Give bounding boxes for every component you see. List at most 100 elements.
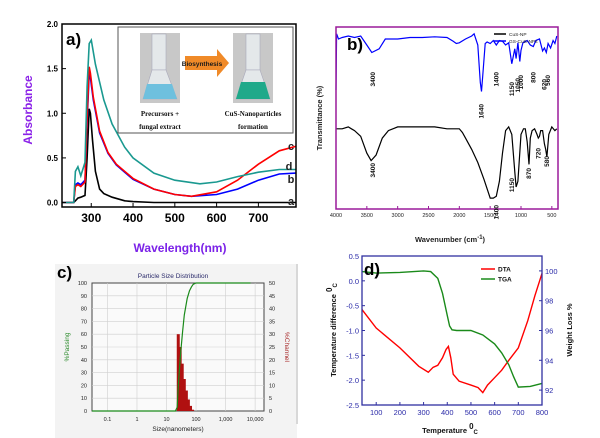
inset-left-caption-line1: Precursors + <box>141 110 179 118</box>
peak-annotation: 3400 <box>370 72 377 87</box>
panel-b-frame <box>335 26 559 210</box>
panel-a-label: a) <box>66 30 81 49</box>
x-tick-label: 600 <box>488 408 501 417</box>
series-d-line <box>62 37 296 204</box>
left-y-tick-label: 30 <box>81 371 87 377</box>
left-y-tick-label: 0.0 <box>349 277 359 286</box>
right-y-tick-label: 45 <box>269 294 275 300</box>
x-tick-label: 10,000 <box>247 417 264 423</box>
curve-label-b: b <box>288 174 295 186</box>
channel-bar <box>182 379 186 411</box>
panel-d-label: d) <box>364 260 380 279</box>
panel-b-y-axis-label: Transmittance (%) <box>315 85 324 150</box>
left-y-tick-label: -0.5 <box>346 302 359 311</box>
panel-d-x-axis-label: Temperature 0C <box>422 422 478 436</box>
right-y-tick-label: 92 <box>545 386 553 395</box>
right-y-tick-label: 15 <box>269 371 275 377</box>
right-y-tick-label: 25 <box>269 345 275 351</box>
left-y-tick-label: 40 <box>81 358 87 364</box>
channel-bar <box>176 334 180 411</box>
panel-c-x-axis-label: Size(nanometers) <box>152 426 203 433</box>
x-tick-label: 700 <box>248 211 268 225</box>
peak-annotation: 620 <box>541 79 548 90</box>
channel-bar <box>191 409 195 411</box>
peak-annotation: 1000 <box>518 75 525 90</box>
biosynthesis-arrow: Biosynthesis <box>182 49 229 77</box>
left-y-tick-label: 50 <box>81 345 87 351</box>
series-dta-line <box>361 273 543 394</box>
x-tick-label: 4000 <box>330 213 342 219</box>
left-y-tick-label: -2.0 <box>346 376 359 385</box>
left-y-tick-label: 80 <box>81 307 87 313</box>
x-tick-label: 10 <box>163 417 169 423</box>
x-tick-label: 3500 <box>361 213 373 219</box>
left-y-tick-label: -2.5 <box>346 401 359 410</box>
x-tick-label: 800 <box>536 408 549 417</box>
series-c-line <box>62 66 296 204</box>
curve-label-a: a <box>288 196 295 208</box>
left-y-tick-label: -1.5 <box>346 351 359 360</box>
precursor-flask-photo <box>140 33 180 103</box>
x-tick-label: 100 <box>370 408 383 417</box>
legend-label: TGA <box>498 277 512 284</box>
inset-left-caption-line2: fungal extract <box>139 123 181 131</box>
x-tick-label: 100 <box>191 417 200 423</box>
panel-c-left-axis-label: %Passing <box>64 332 71 361</box>
peak-annotation: 580 <box>544 156 551 167</box>
right-y-tick-label: 30 <box>269 332 275 338</box>
y-tick-label: 1.5 <box>47 65 59 74</box>
left-y-tick-label: 20 <box>81 383 87 389</box>
legend-label: GS-CuS-NPs <box>509 39 538 45</box>
left-y-tick-label: 10 <box>81 396 87 402</box>
left-y-tick-label: 0.5 <box>349 252 359 261</box>
panel-b-x-axis-label: Wavenumber (cm-1) <box>415 235 486 244</box>
left-y-tick-label: -1.0 <box>346 327 359 336</box>
left-y-tick-label: 90 <box>81 294 87 300</box>
curve-label-d: d <box>286 161 293 173</box>
y-tick-label: 1.0 <box>47 109 59 118</box>
x-tick-label: 600 <box>207 211 227 225</box>
series-gs-cus-nps-line <box>335 32 558 92</box>
panel-a-absorbance-chart: 300 400 500 600 700 0.0 0.5 1.0 1.5 2.0 a) Absorb… <box>21 20 297 255</box>
channel-bar <box>186 399 190 411</box>
peak-annotation: 1150 <box>509 178 516 192</box>
x-tick-label: 400 <box>123 211 143 225</box>
y-tick-label: 0.5 <box>47 154 59 163</box>
x-tick-label: 500 <box>165 211 185 225</box>
panel-d-right-axis-label: Weight Loss % <box>565 303 574 357</box>
channel-bar <box>180 363 184 411</box>
x-tick-label: 300 <box>417 408 430 417</box>
x-tick-label: 1,000 <box>219 417 233 423</box>
panel-a-x-axis-label: Wavelength(nm) <box>134 241 227 255</box>
x-tick-label: 500 <box>465 408 478 417</box>
legend-label: DTA <box>498 267 511 274</box>
panel-d-legend: DTA TGA <box>481 267 512 284</box>
x-tick-label: 2000 <box>453 213 465 219</box>
panel-c-label: c) <box>57 263 72 282</box>
peak-annotation: 1400 <box>493 72 500 87</box>
left-y-tick-label: 100 <box>78 281 87 287</box>
right-y-tick-label: 20 <box>269 358 275 364</box>
peak-annotation: 720 <box>535 148 542 159</box>
panel-b-label: b) <box>347 35 363 54</box>
channel-bar <box>189 405 193 411</box>
right-y-tick-label: 96 <box>545 327 553 336</box>
peak-annotation: 870 <box>526 168 533 179</box>
x-tick-label: 400 <box>441 408 454 417</box>
inset-right-caption-line1: CuS-Nanoparticles <box>225 110 282 118</box>
peak-annotation: 3400 <box>370 163 377 178</box>
peak-annotation: 560 <box>545 75 552 86</box>
panel-a-frame <box>61 23 297 208</box>
x-tick-label: 1000 <box>515 213 527 219</box>
x-tick-label: 0.1 <box>104 417 112 423</box>
left-y-tick-label: 70 <box>81 319 87 325</box>
curve-label-c: c <box>288 141 294 153</box>
x-tick-label: 2500 <box>422 213 434 219</box>
right-y-tick-label: 5 <box>269 396 272 402</box>
y-tick-label: 2.0 <box>47 20 59 29</box>
peak-annotation: 1050 <box>515 78 522 93</box>
right-y-tick-label: 94 <box>545 356 553 365</box>
x-tick-label: 700 <box>512 408 525 417</box>
x-tick-label: 1500 <box>484 213 496 219</box>
